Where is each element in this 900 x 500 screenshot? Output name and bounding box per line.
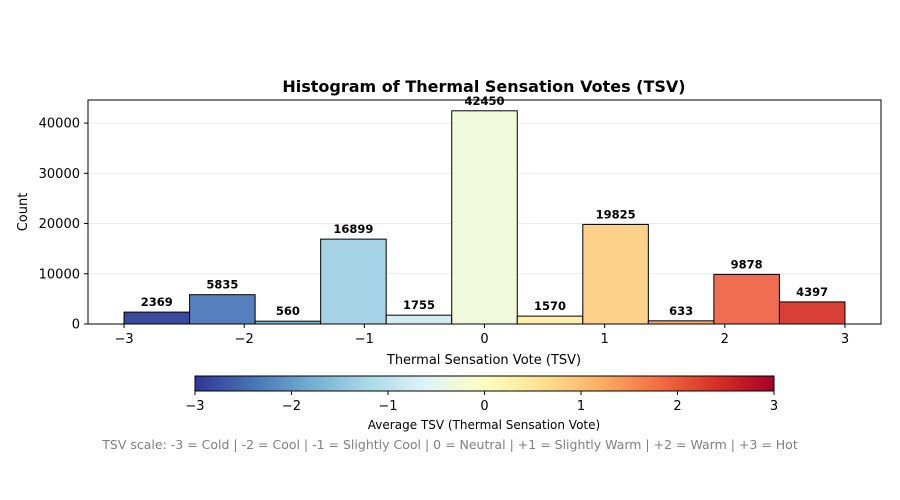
bar-value-label: 19825	[596, 207, 636, 221]
histogram-bar	[320, 238, 387, 325]
histogram-bar	[451, 110, 518, 325]
x-tick-label: 0	[480, 332, 488, 347]
colorbar-tick-label: 2	[673, 399, 681, 414]
bar-value-label: 1570	[534, 299, 566, 313]
y-tick-label: 40000	[39, 117, 80, 132]
x-tick-label: 2	[721, 332, 729, 347]
histogram-bar	[778, 301, 846, 325]
y-tick-label: 0	[72, 318, 80, 333]
histogram-bar	[385, 314, 453, 325]
y-tick-label: 30000	[39, 167, 80, 182]
bar-value-label: 4397	[796, 285, 828, 299]
x-tick-label: 1	[601, 332, 609, 347]
y-tick-label: 20000	[39, 217, 80, 232]
bar-value-label: 9878	[731, 257, 763, 271]
y-tick-label: 10000	[39, 267, 80, 282]
y-axis: 0 10000 20000 30000 40000	[39, 117, 88, 333]
colorbar-label: Average TSV (Thermal Sensation Vote)	[368, 418, 600, 432]
histogram-bar	[123, 311, 191, 325]
colorbar-tick-label: 3	[770, 399, 778, 414]
colorbar-tick-label: 1	[577, 399, 585, 414]
x-tick-label: −3	[114, 332, 133, 347]
histogram-bars	[123, 110, 846, 325]
colorbar-tick-label: −1	[378, 399, 397, 414]
x-tick-label: 3	[841, 332, 849, 347]
chart-title: Histogram of Thermal Sensation Votes (TS…	[282, 77, 685, 96]
colorbar: −3 −2 −1 0 1 2 3	[185, 375, 778, 414]
bar-value-label: 2369	[141, 295, 173, 309]
bar-value-label: 1755	[403, 298, 435, 312]
colorbar-tick-label: 0	[480, 399, 488, 414]
x-tick-label: −1	[355, 332, 374, 347]
x-axis: −3 −2 −1 0 1 2 3	[114, 324, 849, 347]
histogram-bar	[189, 294, 256, 325]
bar-value-label: 5835	[206, 278, 238, 292]
y-axis-label: Count	[16, 193, 31, 232]
colorbar-tick-label: −3	[185, 399, 204, 414]
histogram-bar	[713, 273, 780, 325]
bar-value-label: 42450	[464, 94, 504, 108]
x-tick-label: −2	[235, 332, 254, 347]
histogram-bar	[582, 223, 649, 325]
histogram-bar	[516, 315, 584, 325]
colorbar-tick-label: −2	[282, 399, 301, 414]
bar-value-labels: 2369 5835 560 16899 1755 42450 1570 19825 633 987…	[141, 94, 828, 318]
x-axis-label: Thermal Sensation Vote (TSV)	[386, 353, 581, 368]
tsv-scale-footnote: TSV scale: -3 = Cold | -2 = Cool | -1 = …	[102, 437, 798, 452]
colorbar-gradient	[194, 375, 775, 392]
bar-value-label: 560	[276, 304, 300, 318]
bar-value-label: 633	[669, 304, 693, 318]
bar-value-label: 16899	[333, 222, 373, 236]
